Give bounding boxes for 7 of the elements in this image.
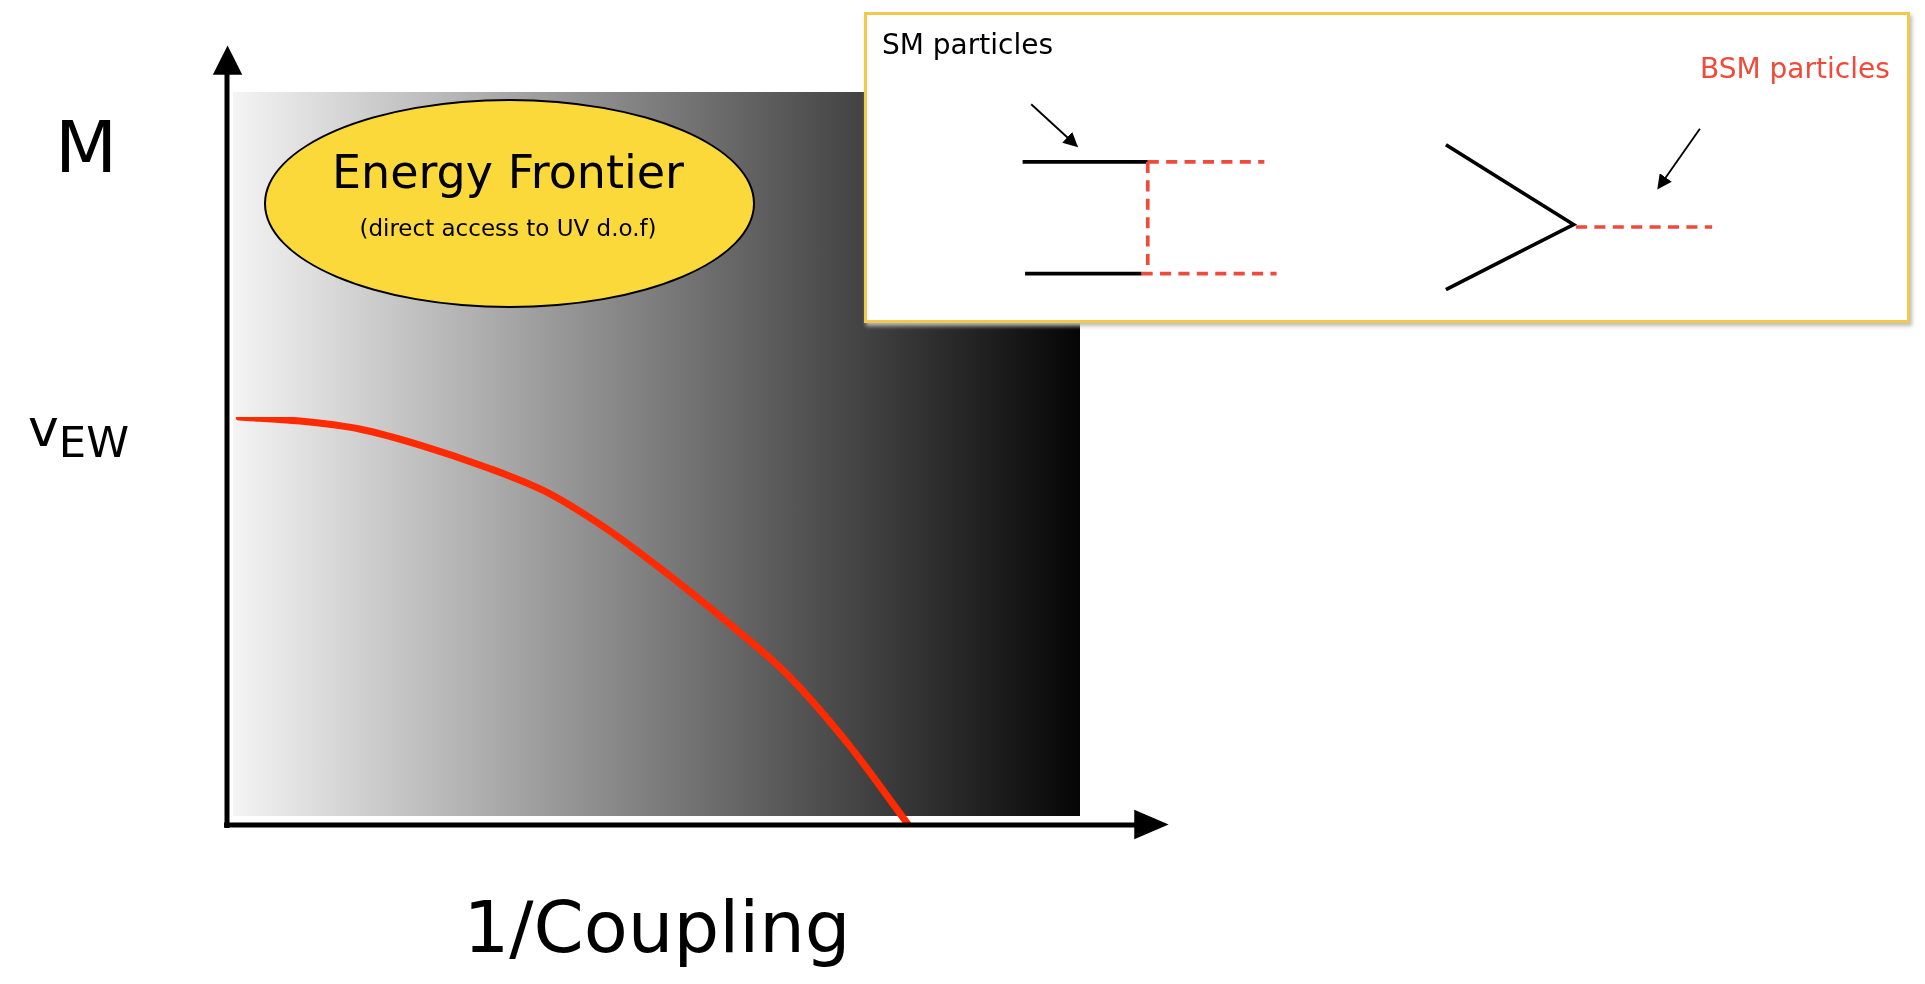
text: v$_{EW}$ (28, 398, 129, 468)
x-axis-title: 1/Coupling (463, 885, 851, 969)
text: (direct access to UV d.o.f) (359, 215, 657, 241)
text: Energy Frontier (331, 145, 685, 199)
text: SM particles (882, 28, 1054, 61)
text: BSM particles (1700, 52, 1890, 85)
y-axis-title: M (55, 105, 118, 189)
